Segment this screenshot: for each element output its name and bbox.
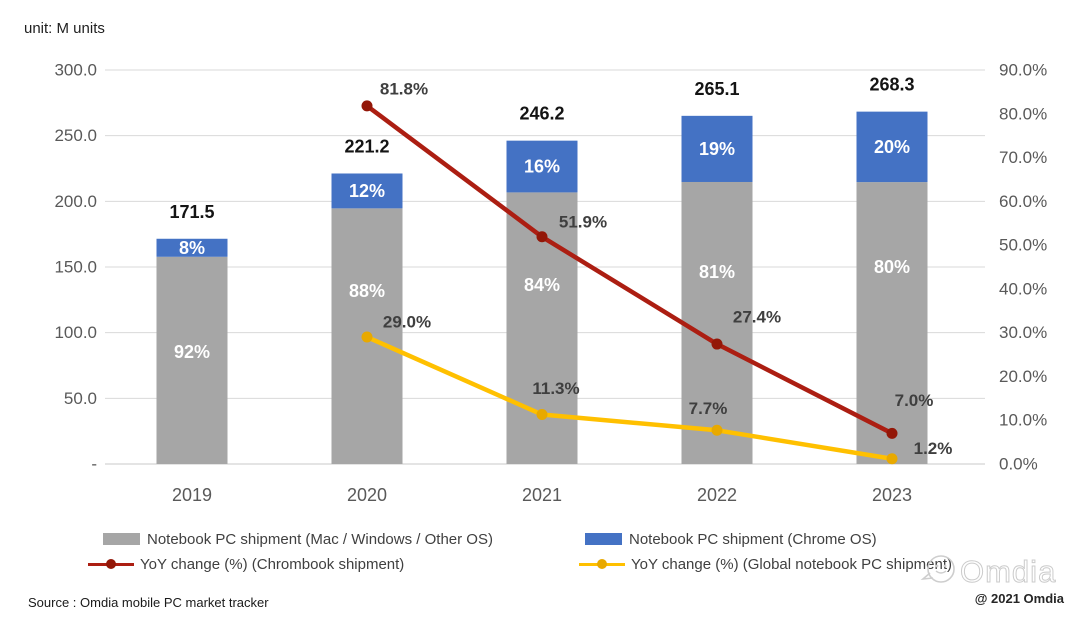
right-axis-tick: 0.0% xyxy=(999,455,1038,474)
bar-share-label: 84% xyxy=(524,275,560,295)
yoy-value-label: 51.9% xyxy=(559,212,607,231)
legend-label: YoY change (%) (Chrombook shipment) xyxy=(140,555,405,573)
right-axis-tick: 90.0% xyxy=(999,61,1047,80)
x-axis-year-label: 2023 xyxy=(872,485,912,505)
bar-total-label: 246.2 xyxy=(519,104,564,124)
legend-label: Notebook PC shipment (Chrome OS) xyxy=(629,530,877,548)
yoy-value-label: 7.7% xyxy=(689,399,728,418)
x-axis-year-label: 2022 xyxy=(697,485,737,505)
bar-total-label: 268.3 xyxy=(869,75,914,95)
left-axis-tick: - xyxy=(91,455,97,474)
x-axis-year-label: 2019 xyxy=(172,485,212,505)
left-axis-tick: 200.0 xyxy=(54,192,97,211)
right-axis-tick: 10.0% xyxy=(999,411,1047,430)
legend-item-notebook-chrome-os: Notebook PC shipment (Chrome OS) xyxy=(585,530,877,548)
gray-bar-swatch xyxy=(103,533,140,545)
bar-share-label: 8% xyxy=(179,238,205,258)
bar-share-label: 19% xyxy=(699,139,735,159)
bar-share-label: 12% xyxy=(349,181,385,201)
yoy-line-marker xyxy=(536,231,548,243)
yoy-value-label: 11.3% xyxy=(532,379,579,398)
bar-segment-other-os xyxy=(856,182,928,464)
yoy-line-marker xyxy=(536,409,548,421)
right-axis-tick: 30.0% xyxy=(999,323,1047,342)
legend-item-yoy-global-notebook: YoY change (%) (Global notebook PC shipm… xyxy=(579,555,952,573)
yoy-value-label: 27.4% xyxy=(733,308,781,327)
red-line-swatch xyxy=(88,558,134,570)
omdia-watermark: Omdia xyxy=(920,549,1056,594)
yoy-line-marker xyxy=(711,338,723,350)
copyright-text: @ 2021 Omdia xyxy=(974,591,1064,606)
source-text: Source : Omdia mobile PC market tracker xyxy=(28,595,269,610)
yellow-line-swatch xyxy=(579,558,625,570)
right-axis-tick: 70.0% xyxy=(999,148,1047,167)
right-axis-tick: 40.0% xyxy=(999,279,1047,298)
bar-total-label: 265.1 xyxy=(694,79,739,99)
omdia-wordmark: Omdia xyxy=(959,553,1057,589)
bar-share-label: 92% xyxy=(174,342,210,362)
omdia-logo-icon xyxy=(920,549,958,594)
left-axis-tick: 300.0 xyxy=(54,61,97,80)
right-axis-tick: 80.0% xyxy=(999,104,1047,123)
yoy-line-marker xyxy=(886,453,898,465)
bar-total-label: 171.5 xyxy=(169,202,214,222)
legend-label: YoY change (%) (Global notebook PC shipm… xyxy=(631,555,953,573)
yoy-value-label: 7.0% xyxy=(895,391,934,410)
x-axis-year-label: 2020 xyxy=(347,485,387,505)
bar-segment-other-os xyxy=(681,181,753,464)
bar-segment-other-os xyxy=(156,256,228,464)
left-axis-tick: 150.0 xyxy=(54,258,97,277)
bar-segment-chrome-os xyxy=(856,111,928,183)
left-axis-tick: 50.0 xyxy=(64,389,97,408)
bar-total-label: 221.2 xyxy=(344,136,389,156)
bar-segment-chrome-os xyxy=(156,238,228,257)
legend-label: Notebook PC shipment (Mac / Windows / Ot… xyxy=(147,530,493,548)
right-axis-tick: 20.0% xyxy=(999,367,1047,386)
bar-segment-chrome-os xyxy=(506,140,578,193)
yoy-value-label: 81.8% xyxy=(380,79,428,98)
bar-share-label: 88% xyxy=(349,281,385,301)
yoy-value-label: 1.2% xyxy=(914,439,953,458)
yoy-line-marker xyxy=(361,100,373,112)
left-axis-tick: 100.0 xyxy=(54,323,97,342)
x-axis-year-label: 2021 xyxy=(522,485,562,505)
right-axis-tick: 50.0% xyxy=(999,236,1047,255)
bar-segment-chrome-os xyxy=(331,173,403,209)
yoy-line-marker xyxy=(711,424,723,436)
legend-item-notebook-other-os: Notebook PC shipment (Mac / Windows / Ot… xyxy=(103,530,493,548)
bar-share-label: 16% xyxy=(524,157,560,177)
bar-share-label: 20% xyxy=(874,137,910,157)
bar-segment-chrome-os xyxy=(681,115,753,182)
unit-label: unit: M units xyxy=(24,20,105,37)
shipment-chart: 300.0 250.0 200.0 150.0 100.0 50.0 - 90.0% 80.0%… xyxy=(54,61,1047,506)
legend-item-yoy-chromebook: YoY change (%) (Chrombook shipment) xyxy=(88,555,404,573)
yoy-line-marker xyxy=(886,427,898,439)
bar-share-label: 81% xyxy=(699,262,735,282)
yoy-value-label: 29.0% xyxy=(383,313,431,332)
yoy-line xyxy=(364,334,895,461)
yoy-line xyxy=(364,103,895,436)
left-axis-tick: 250.0 xyxy=(54,126,97,145)
blue-bar-swatch xyxy=(585,533,622,545)
right-axis-tick: 60.0% xyxy=(999,192,1047,211)
yoy-line-marker xyxy=(361,331,373,343)
bar-share-label: 80% xyxy=(874,257,910,277)
